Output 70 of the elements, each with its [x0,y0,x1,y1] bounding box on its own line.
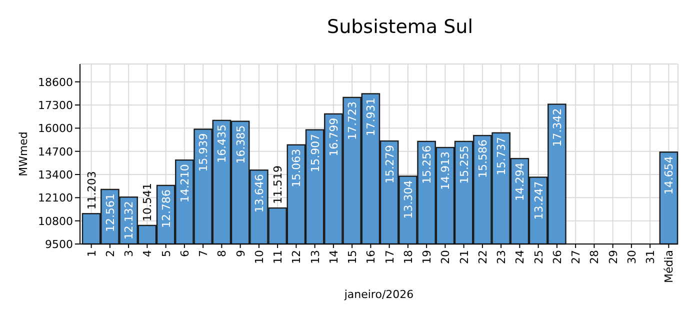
x-tick-label: 5 [160,250,173,257]
x-tick-label: 4 [141,250,154,257]
data-label: 15.256 [420,145,434,184]
x-tick-label: 24 [514,250,527,264]
data-label: 15.063 [290,148,304,188]
x-tick-label: 28 [588,250,602,264]
y-tick-label: 9500 [45,238,73,251]
y-axis-title: MWmed [17,132,30,176]
data-label: 14.654 [662,156,676,195]
x-tick-label: 16 [364,250,378,264]
x-tick-label: 26 [550,250,564,264]
data-label: 16.799 [327,118,340,156]
x-tick-label: Média [662,250,676,284]
x-tick-label: 9 [234,250,248,257]
x-tick-label: 11 [272,250,285,264]
x-axis-title: janeiro/2026 [343,288,414,301]
y-tick-label: 17300 [38,98,73,112]
x-tick-label: 3 [122,250,136,257]
x-tick-label: 18 [402,250,415,264]
x-tick-label: 7 [197,250,210,257]
chart-title: Subsistema Sul [327,16,473,38]
data-label: 13.646 [252,174,266,213]
x-tick-label: 6 [178,250,192,257]
data-label: 15.586 [476,140,490,178]
data-label: 17.723 [346,101,360,140]
y-tick-label: 16000 [38,122,73,136]
data-label: 15.255 [458,145,471,184]
x-tick-label: 22 [476,250,490,264]
x-tick-label: 2 [104,250,117,257]
x-tick-label: 30 [625,250,638,264]
x-tick-label: 13 [308,250,322,264]
x-tick-label: 8 [216,250,229,257]
y-tick-label: 13400 [38,168,73,182]
data-label: 11.203 [85,171,98,210]
x-tick-label: 15 [346,250,360,264]
x-tick-label: 23 [495,250,508,264]
data-label: 14.913 [439,152,452,190]
y-tick-label: 12100 [38,192,73,205]
data-label: 15.939 [197,133,210,172]
x-tick-label: 31 [644,250,658,264]
x-tick-label: 25 [532,250,546,264]
data-label: 12.786 [160,189,173,228]
x-tick-label: 19 [420,250,434,264]
x-tick-label: 17 [383,250,396,264]
data-label: 15.737 [495,136,508,176]
data-label: 16.435 [216,124,229,163]
data-label: 14.210 [178,164,192,203]
data-label: 13.247 [532,181,546,220]
x-tick-label: 14 [327,250,340,264]
x-tick-label: 21 [458,250,471,264]
x-tick-label: 1 [85,250,98,257]
data-label: 14.294 [514,162,527,202]
data-label: 10.541 [141,182,154,222]
x-tick-label: 29 [606,250,620,264]
y-tick-label: 14700 [38,145,73,158]
x-tick-label: 20 [439,250,452,264]
data-label: 15.279 [383,145,396,184]
data-label: 12.561 [104,193,117,232]
data-label: 11.519 [272,166,285,204]
y-tick-label: 18600 [38,76,73,89]
data-label: 16.385 [234,125,248,164]
data-label: 12.132 [122,201,136,240]
data-label: 17.931 [364,98,378,136]
x-tick-label: 27 [570,250,583,264]
y-tick-label: 10800 [38,214,73,228]
data-label: 15.907 [308,134,322,172]
x-tick-label: 10 [252,250,266,264]
data-label: 17.342 [550,108,564,147]
x-tick-label: 12 [290,250,304,264]
data-label: 13.304 [402,180,415,219]
